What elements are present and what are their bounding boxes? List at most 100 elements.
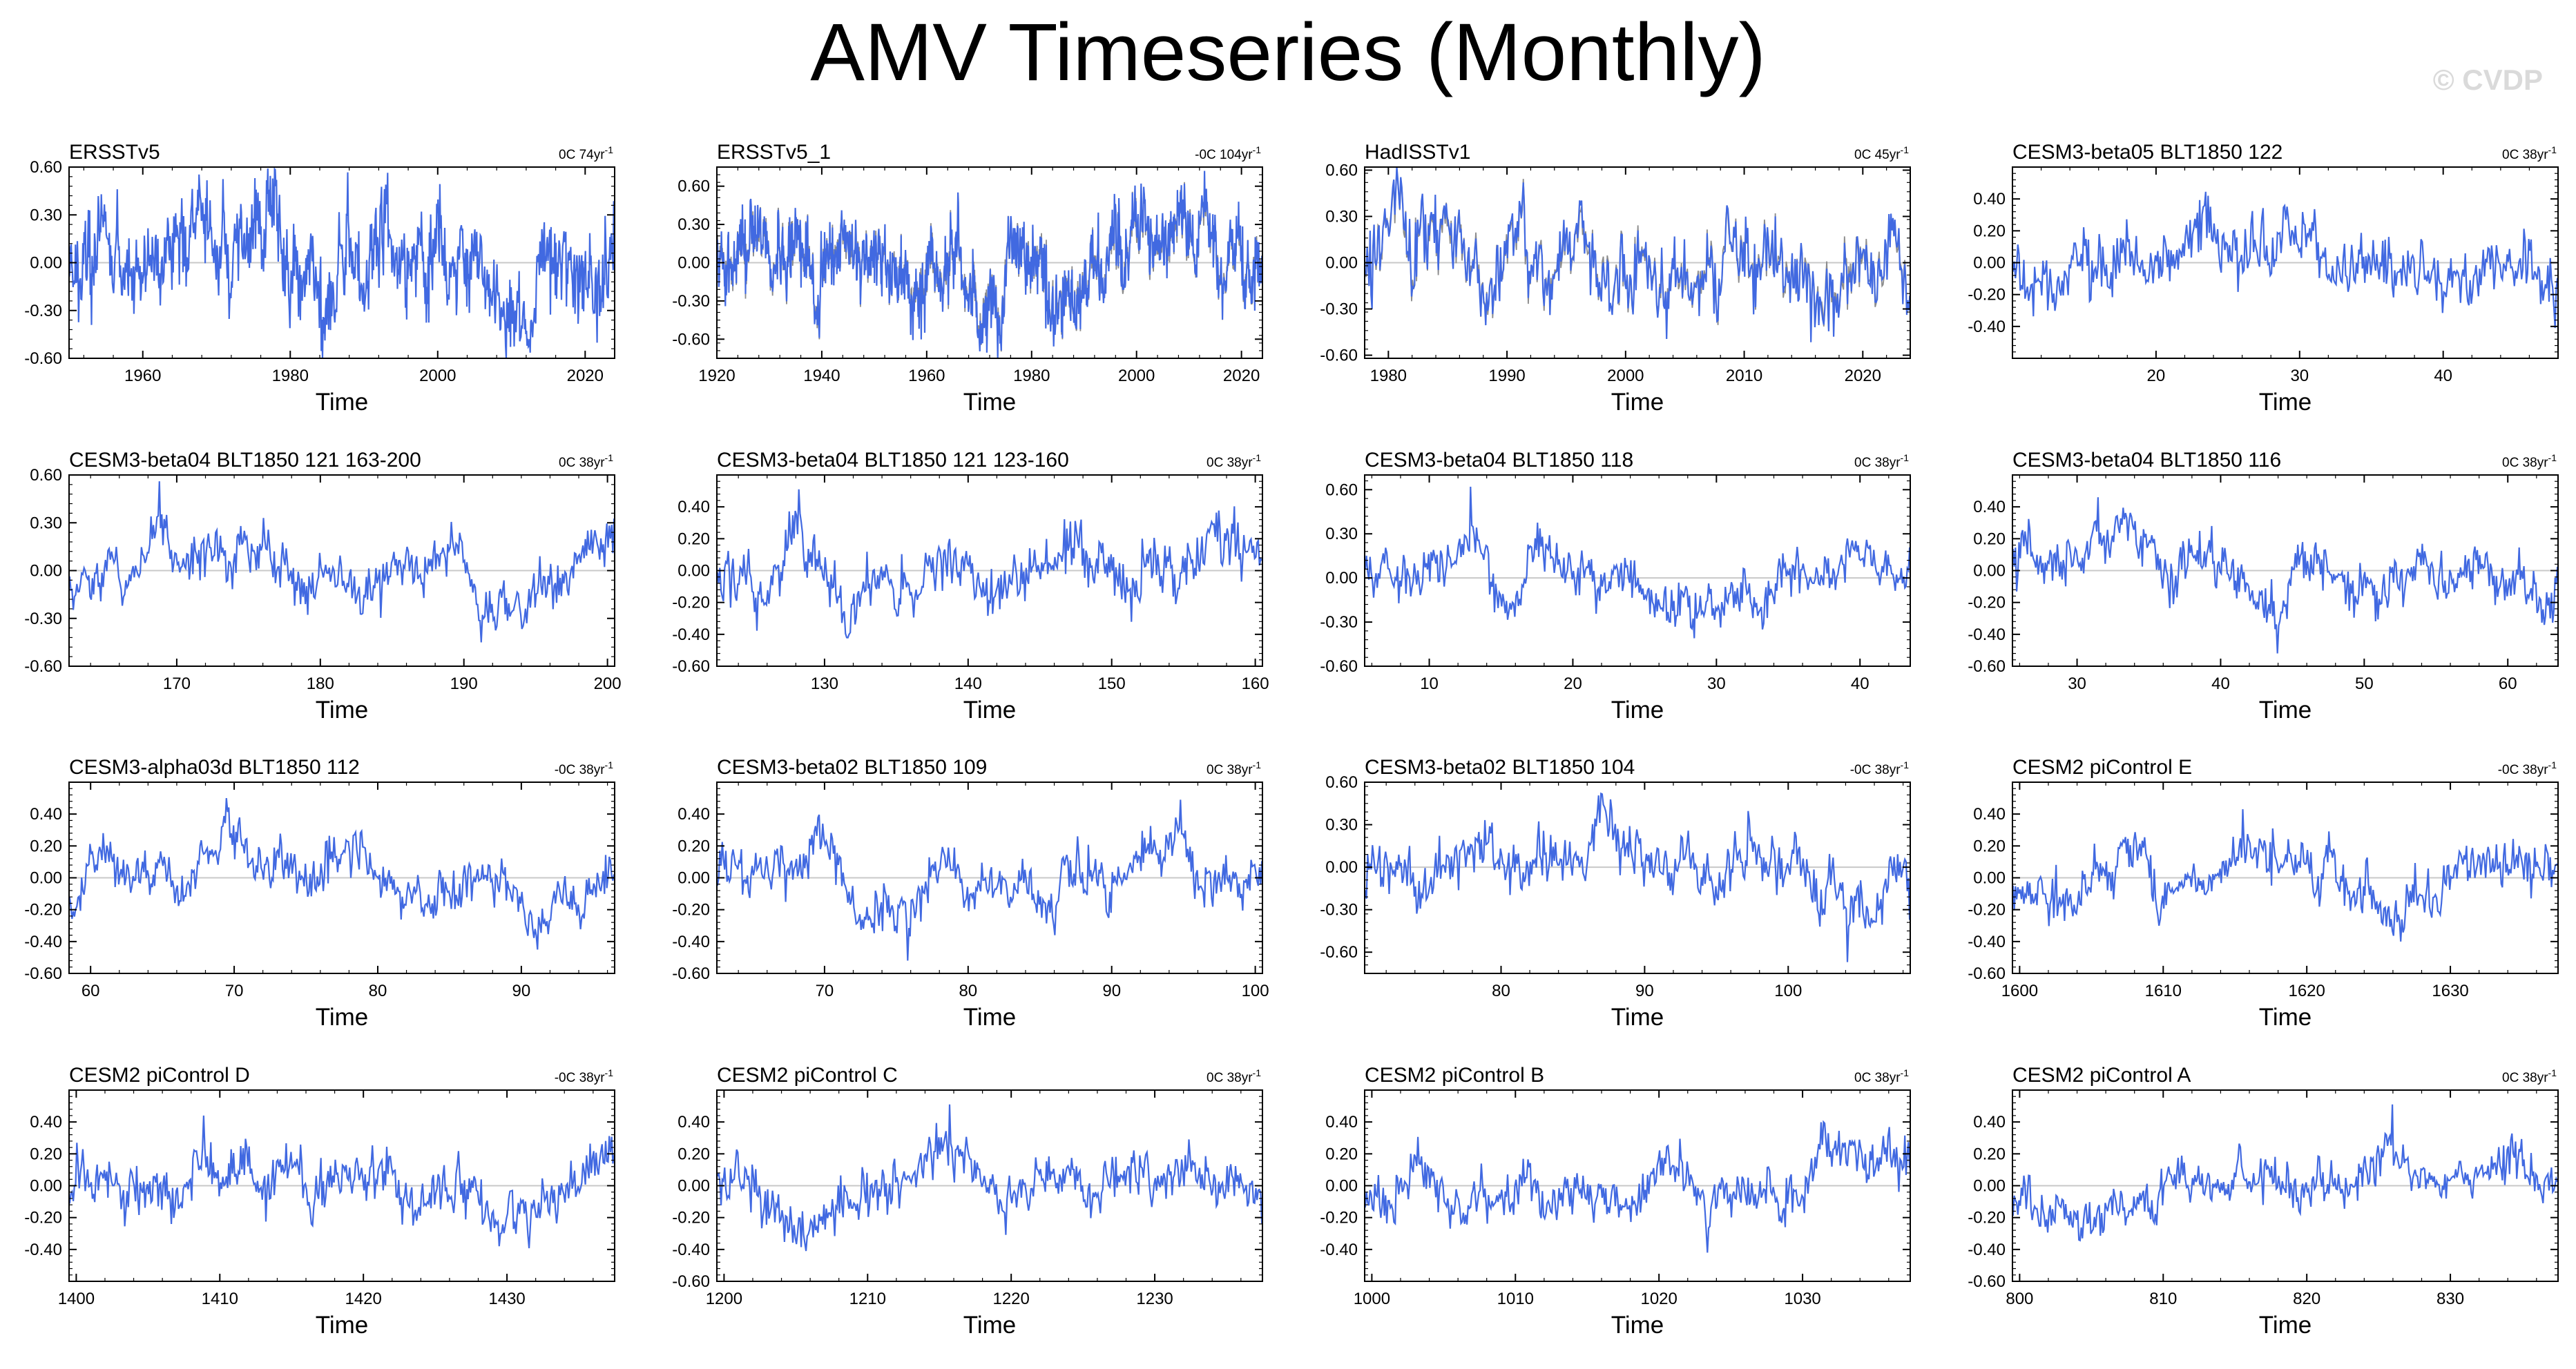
x-axis-title: Time [316,697,368,724]
y-tick-label: 0.00 [677,869,710,888]
series-line [716,489,1263,639]
x-tick-label: 1210 [849,1290,886,1308]
x-tick-label: 1980 [272,367,309,385]
x-axis-title: Time [316,1312,368,1339]
x-tick-label: 190 [450,674,478,693]
x-axis-title: Time [316,389,368,416]
trend-label: 0C 38yr-1 [1854,1067,1909,1085]
x-axis-title: Time [2259,697,2311,724]
x-tick-label: 1420 [345,1290,381,1308]
series-line [1364,1120,1911,1253]
y-tick-label: -0.30 [1320,300,1358,319]
series-line [2012,1104,2559,1242]
x-tick-label: 90 [512,982,531,1000]
x-tick-label: 200 [594,674,622,693]
trend-exponent: -1 [1901,144,1910,155]
panel-title: CESM3-beta04 BLT1850 121 123-160 [717,449,1069,472]
panel-title: CESM3-beta04 BLT1850 118 [1365,449,1633,472]
x-tick-label: 1630 [2432,982,2468,1000]
y-tick-label: 0.20 [1973,837,2006,855]
x-axis-title: Time [1611,389,1664,416]
trend-label: -0C 38yr-1 [555,759,614,777]
y-tick-label: -0.40 [1968,625,2006,644]
series-line [2012,809,2558,942]
x-tick-label: 40 [2211,674,2230,693]
y-tick-label: -0.40 [24,1241,62,1259]
x-axis-title: Time [1611,697,1664,724]
x-tick-label: 820 [2293,1290,2320,1308]
panel-8: CESM3-beta04 BLT1850 116 0C 38yr-1 -0.60 -0… [1968,449,2559,724]
y-tick-label: 0.20 [677,530,710,548]
panel-title: CESM3-beta02 BLT1850 104 [1365,756,1635,779]
y-tick-label: 0.40 [1973,805,2006,824]
y-tick-label: 0.00 [1325,569,1358,588]
trend-value: 0C 38yr [1207,1071,1253,1085]
y-tick-label: 0.20 [1973,222,2006,240]
y-tick-label: 0.40 [1973,190,2006,208]
x-tick-label: 70 [816,982,834,1000]
x-tick-label: 2020 [1223,367,1260,385]
y-tick-label: -0.20 [1968,1209,2006,1227]
y-tick-label: 0.00 [1973,1177,2006,1196]
y-tick-label: 0.00 [30,254,62,273]
x-tick-label: 1400 [58,1290,95,1308]
x-tick-label: 160 [1242,674,1269,693]
y-tick-label: -0.60 [1968,1272,2006,1291]
panel-title: CESM3-beta04 BLT1850 121 163-200 [69,449,421,472]
y-tick-label: 0.40 [1973,498,2006,516]
trend-value: -0C 38yr [2498,763,2549,777]
series-line [1364,486,1911,639]
x-tick-label: 1410 [202,1290,238,1308]
x-tick-label: 1960 [124,367,161,385]
y-tick-label: -0.60 [24,349,62,368]
y-tick-label: -0.30 [1320,901,1358,920]
trend-value: 0C 74yr [559,148,605,162]
x-axis-title: Time [2259,1312,2311,1339]
trend-exponent: -1 [1253,144,1262,155]
y-tick-label: -0.40 [1968,933,2006,951]
y-tick-label: -0.40 [1968,318,2006,336]
y-tick-label: -0.20 [1968,286,2006,304]
y-tick-label: -0.40 [672,625,710,644]
series-line [68,1115,615,1249]
y-tick-label: -0.60 [672,964,710,983]
plot-frame [1364,474,1911,667]
panel-title: ERSSTv5 [69,141,160,164]
series-line [716,171,1263,359]
y-tick-label: 0.00 [30,562,62,581]
panel-6: CESM3-beta04 BLT1850 121 123-160 0C 38yr-… [672,449,1269,724]
x-tick-label: 1610 [2145,982,2182,1000]
trend-label: -0C 38yr-1 [555,1067,614,1085]
x-tick-label: 30 [2290,367,2309,385]
y-tick-label: -0.20 [1968,594,2006,612]
trend-value: 0C 38yr [2502,148,2548,162]
panel-1: ERSSTv5 0C 74yr-1 -0.60 -0.30 0.00 0.30 0.60 19… [24,141,615,416]
x-tick-label: 1990 [1488,367,1525,385]
y-tick-label: 0.40 [1973,1113,2006,1132]
x-tick-label: 830 [2436,1290,2464,1308]
y-tick-label: 0.20 [1973,1145,2006,1163]
y-tick-label: -0.20 [24,901,62,920]
x-tick-label: 1600 [2001,982,2038,1000]
panel-title: CESM2 piControl A [2012,1064,2191,1087]
y-tick-label: 0.00 [30,869,62,888]
cvdp-watermark: © CVDP [2432,64,2543,96]
y-tick-label: 0.00 [30,1177,62,1196]
y-tick-label: -0.40 [1968,1241,2006,1259]
trend-value: 0C 45yr [1854,148,1901,162]
x-tick-label: 1000 [1354,1290,1390,1308]
trend-exponent: -1 [2548,759,2557,770]
y-tick-label: -0.60 [24,964,62,983]
y-tick-label: -0.60 [24,657,62,676]
y-tick-label: 0.30 [677,215,710,234]
x-tick-label: 80 [959,982,977,1000]
y-tick-label: -0.40 [672,1241,710,1259]
x-tick-label: 2020 [1845,367,1881,385]
x-tick-label: 80 [369,982,387,1000]
x-tick-label: 1980 [1013,367,1050,385]
y-tick-label: -0.40 [1320,1241,1358,1259]
x-tick-label: 130 [811,674,838,693]
panel-title: CESM3-beta04 BLT1850 116 [2012,449,2281,472]
trend-value: 0C 38yr [2502,456,2548,470]
x-tick-label: 1920 [698,367,735,385]
